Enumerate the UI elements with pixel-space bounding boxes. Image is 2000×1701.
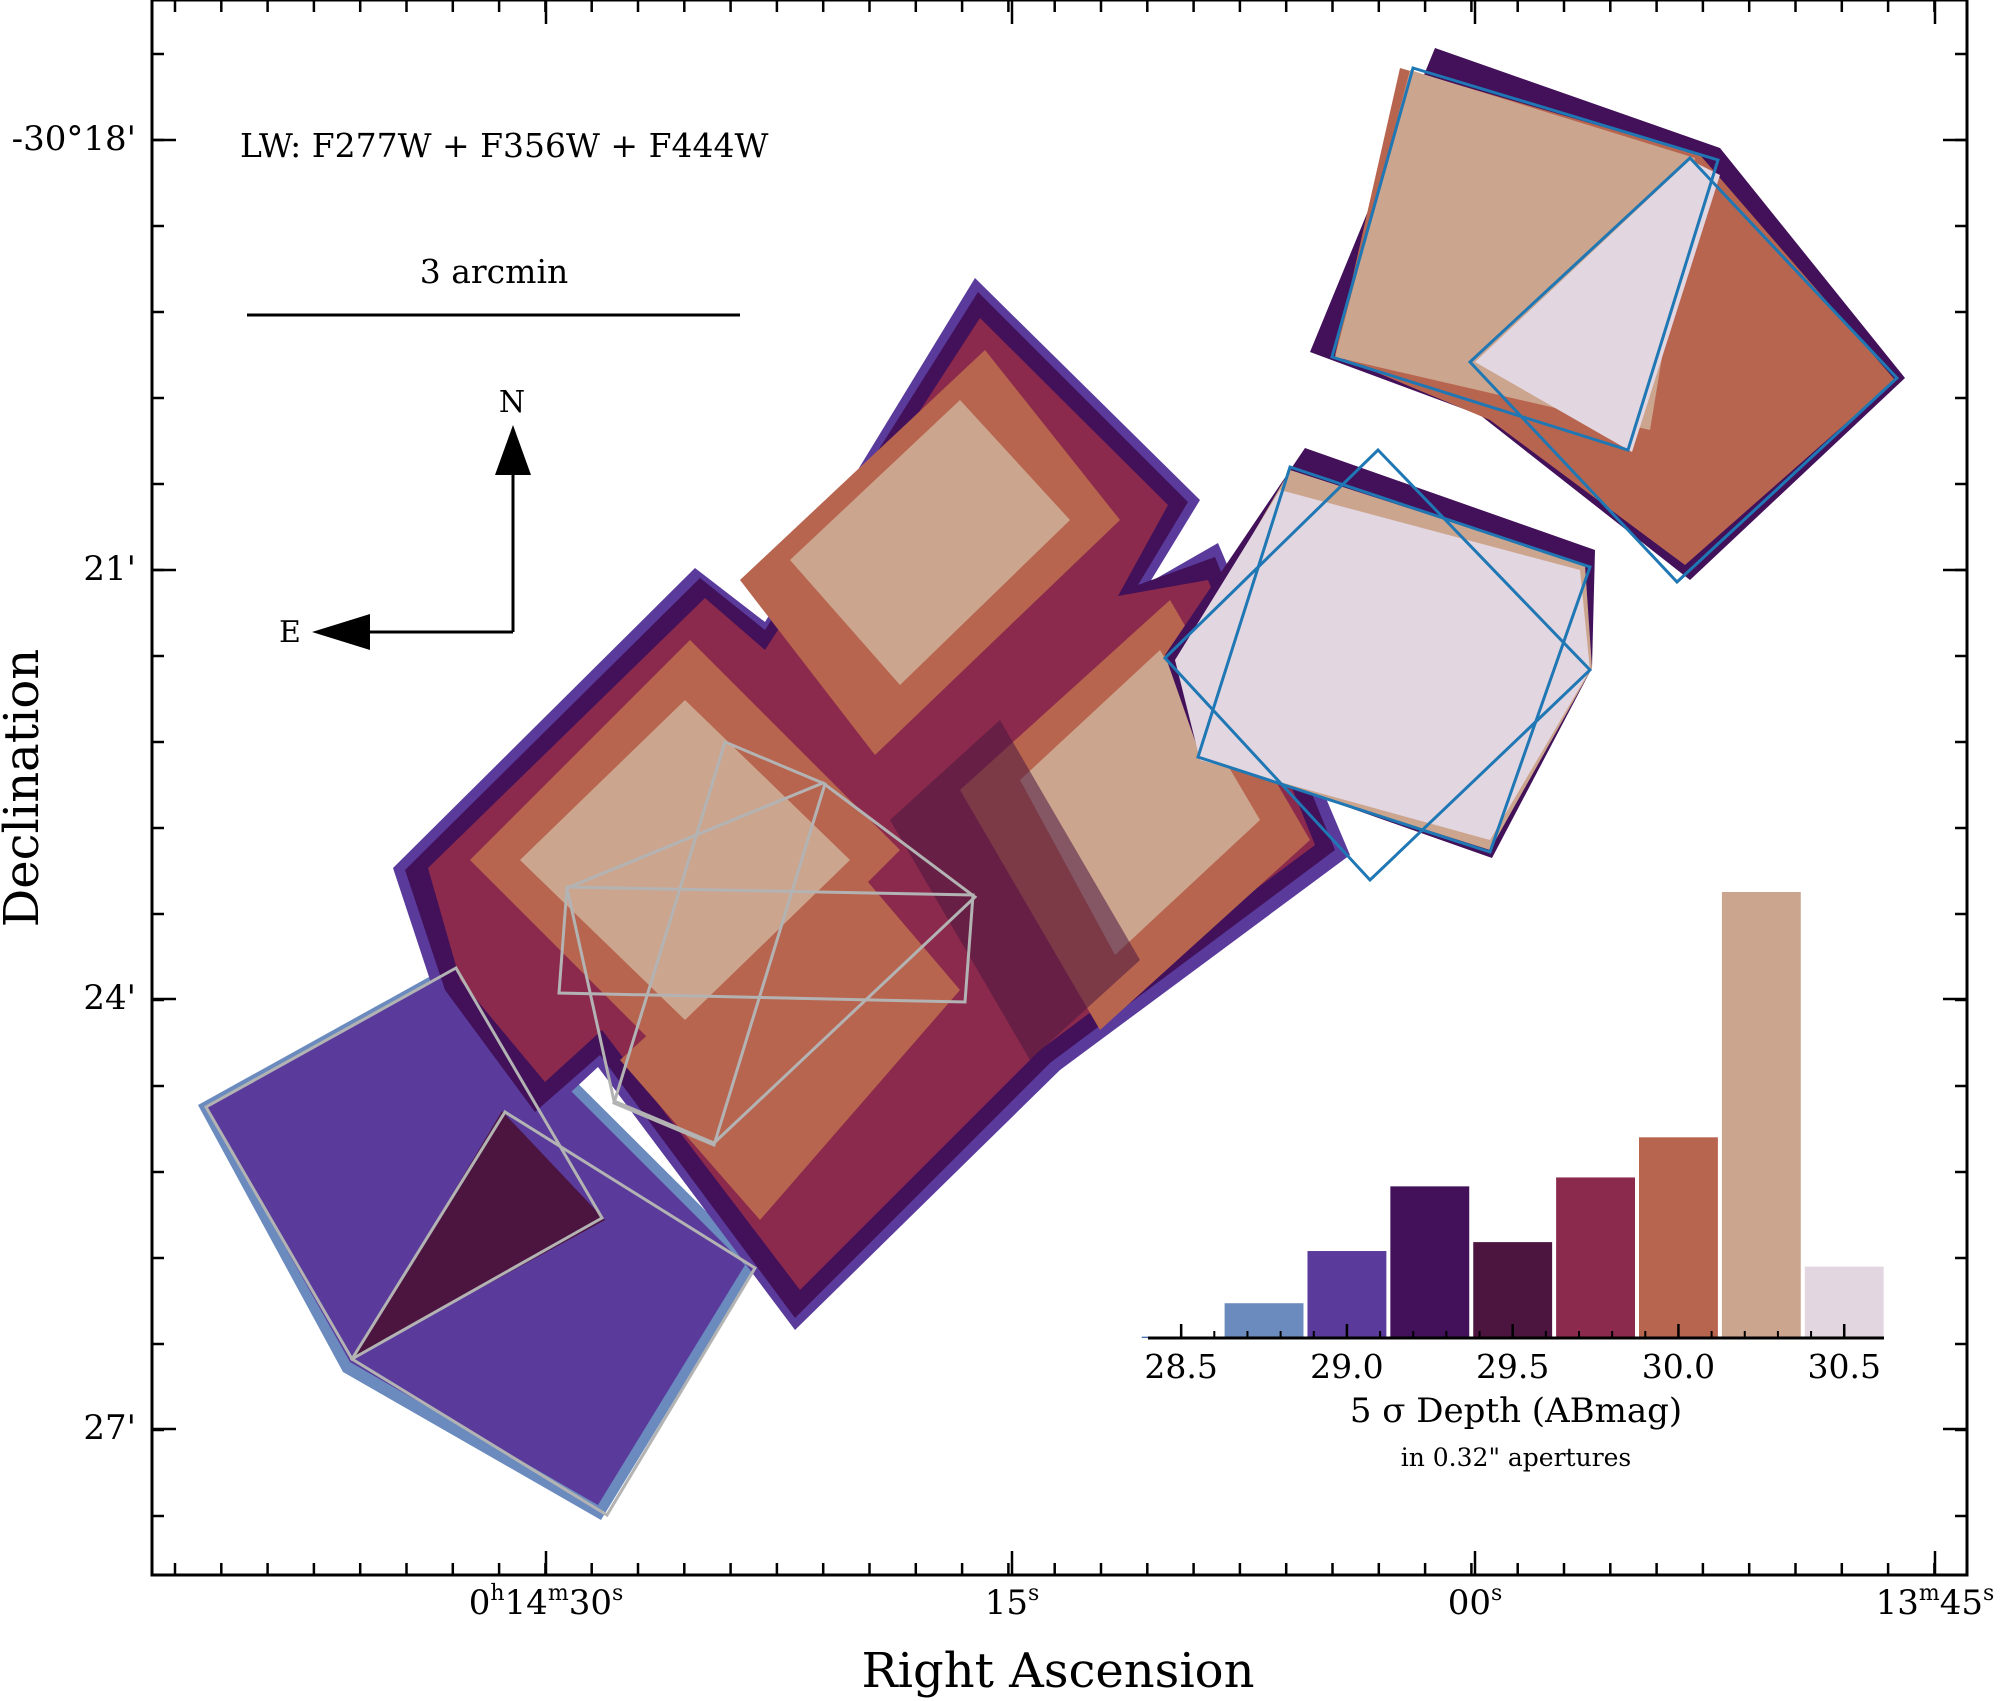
x-tick-unit-s: s [1491, 1581, 1502, 1606]
depth-histogram: 28.5 29.0 29.5 30.0 30.5 5 σ Depth (ABmag) in … [1141, 892, 1884, 1472]
grey-footprint-south-1 [203, 965, 605, 1362]
blue-footprint-mid-2 [1162, 447, 1593, 883]
axes [150, 0, 1969, 1577]
histogram-bar-1 [1224, 1303, 1304, 1338]
histogram-bar-2 [1307, 1251, 1387, 1338]
compass-north-label: N [499, 385, 525, 420]
histogram-bar-4 [1473, 1242, 1553, 1338]
grey-footprint-a [565, 781, 978, 1145]
x-tick-unit-h: h [490, 1581, 504, 1606]
y-tick-label-0: -30°18' [12, 119, 136, 159]
x-tick-unit-m: m [548, 1581, 569, 1606]
tile-tan-2 [790, 400, 1070, 685]
compass: N E [279, 385, 531, 650]
east-arrow-icon [312, 614, 370, 650]
ticks [152, 0, 1967, 1575]
histogram-tick-label-1: 29.0 [1310, 1347, 1383, 1386]
histogram-x-note: in 0.32" apertures [1401, 1443, 1632, 1472]
y-tick-label-1: 21' [83, 549, 136, 589]
mosaic-mid-pale [1175, 490, 1590, 840]
histogram-x-label: 5 σ Depth (ABmag) [1350, 1391, 1682, 1431]
grey-footprint-1 [557, 885, 975, 1004]
blue-footprint-ne-1 [1330, 66, 1720, 452]
filter-label: LW: F277W + F356W + F444W [240, 126, 768, 165]
x-tick-label-0: 0h14m30s [469, 1581, 624, 1623]
mosaic-ne-pale [1475, 160, 1720, 452]
histogram-bar-7 [1721, 892, 1801, 1338]
footprint-outlines [203, 66, 1900, 1518]
x-tick-unit-s: s [1983, 1581, 1994, 1606]
x-tick-label-3: 13m45s [1876, 1581, 1995, 1623]
north-arrow-icon [495, 425, 531, 475]
x-tick-label-2: 00s [1448, 1581, 1503, 1623]
band-plum [890, 720, 1140, 1060]
x-tick-unit-m: m [1919, 1581, 1940, 1606]
y-tick-label-3: 27' [83, 1408, 136, 1448]
grey-footprint-1b [612, 739, 827, 1148]
histogram-tick-label-2: 29.5 [1476, 1347, 1549, 1386]
histogram-tick-label-4: 30.5 [1807, 1347, 1880, 1386]
x-tick-label-1: 15s [985, 1581, 1040, 1623]
tile-tan-1 [520, 700, 850, 1020]
x-tick-unit-s: s [612, 1581, 623, 1606]
blue-footprint-ne-2 [1467, 155, 1900, 585]
histogram-bar-3 [1390, 1186, 1470, 1338]
histogram-bar-5 [1556, 1177, 1636, 1338]
histogram-tick-label-0: 28.5 [1144, 1347, 1217, 1386]
y-tick-label-2: 24' [83, 978, 136, 1018]
blue-footprint-mid-1 [1196, 465, 1592, 854]
grey-footprint-south-2 [349, 1109, 758, 1518]
mosaic-south-dark [355, 1111, 605, 1357]
histogram-tick-label-3: 30.0 [1642, 1347, 1715, 1386]
tile-salmon-4 [620, 855, 960, 1220]
x-axis-label: Right Ascension [862, 1643, 1255, 1699]
axes-frame [150, 0, 1969, 1577]
y-axis-label: Declination [0, 649, 50, 927]
histogram-bar-6 [1639, 1137, 1718, 1338]
scale-bar-label: 3 arcmin [420, 252, 569, 291]
mosaic-image [198, 48, 1905, 1520]
x-tick-unit-s: s [1028, 1581, 1039, 1606]
compass-east-label: E [279, 615, 301, 650]
